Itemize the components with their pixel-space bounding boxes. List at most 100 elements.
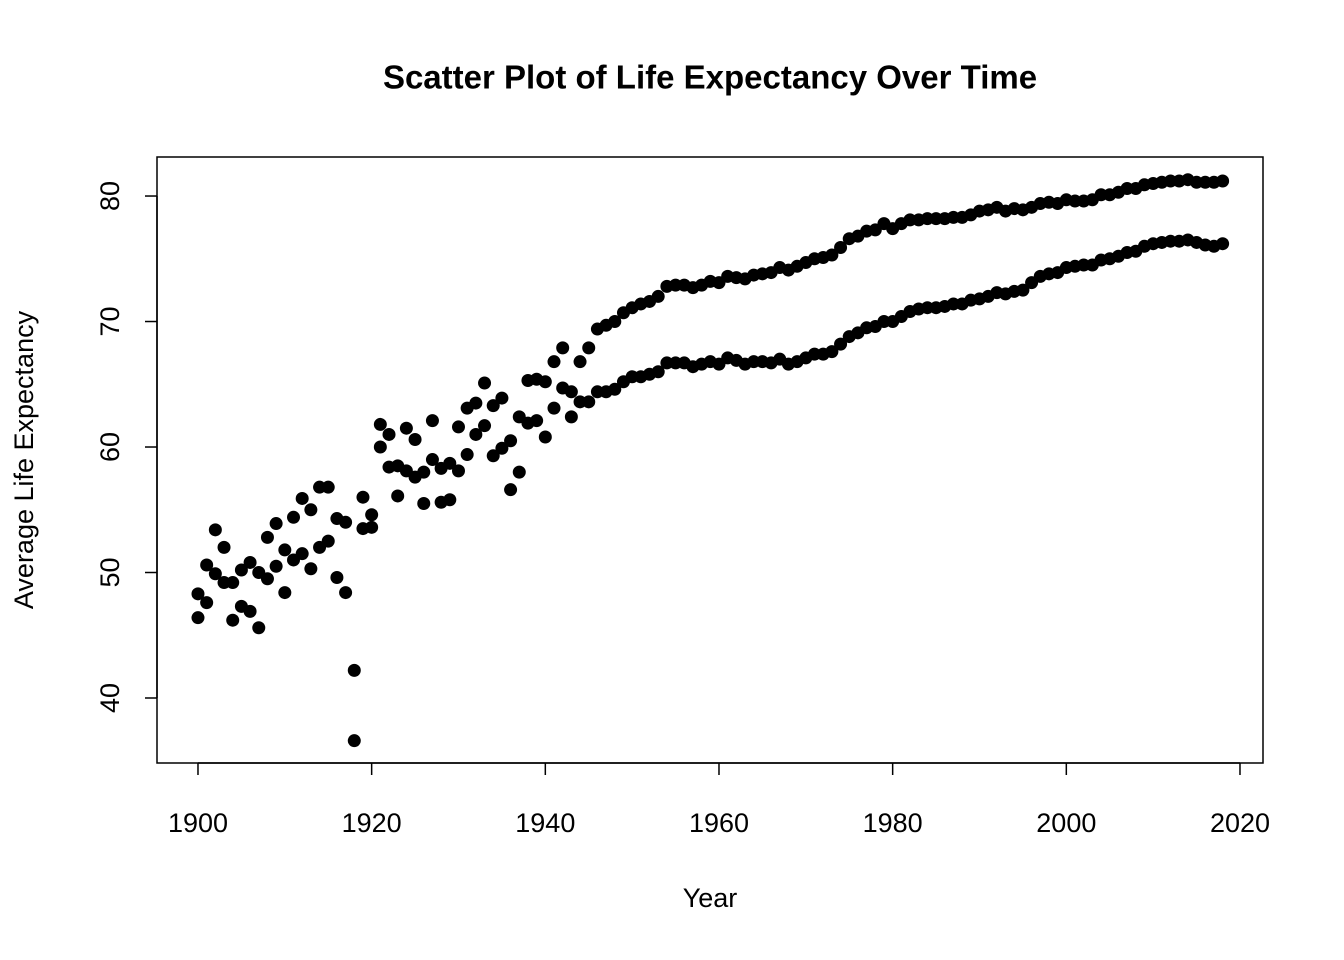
point xyxy=(243,604,257,618)
point xyxy=(504,483,518,497)
point xyxy=(339,586,353,600)
point xyxy=(417,496,431,510)
point xyxy=(451,420,465,434)
point xyxy=(208,523,222,537)
point xyxy=(226,613,240,627)
point xyxy=(260,572,274,586)
point xyxy=(573,355,587,369)
point xyxy=(825,248,839,262)
point xyxy=(382,427,396,441)
point xyxy=(347,734,361,748)
point xyxy=(443,493,457,507)
point xyxy=(538,430,552,444)
point xyxy=(408,432,422,446)
x-tick-label: 1980 xyxy=(863,808,923,838)
point xyxy=(825,345,839,359)
point xyxy=(391,489,405,503)
point xyxy=(504,434,518,448)
point xyxy=(191,587,205,601)
point xyxy=(451,464,465,478)
x-tick-label: 2000 xyxy=(1036,808,1096,838)
point xyxy=(356,490,370,504)
point xyxy=(399,421,413,435)
y-tick-label: 70 xyxy=(95,306,125,336)
point xyxy=(365,508,379,522)
point xyxy=(478,376,492,390)
point xyxy=(478,419,492,433)
point xyxy=(200,596,214,610)
y-tick-label: 80 xyxy=(95,181,125,211)
point xyxy=(486,399,500,413)
point xyxy=(1216,174,1230,188)
point xyxy=(556,341,570,355)
point xyxy=(512,465,526,479)
point xyxy=(495,441,509,455)
point xyxy=(278,543,292,557)
point xyxy=(269,559,283,573)
point xyxy=(582,395,596,409)
point xyxy=(608,382,622,396)
point xyxy=(295,491,309,505)
point xyxy=(408,470,422,484)
point xyxy=(278,586,292,600)
point xyxy=(200,558,214,572)
point xyxy=(1016,283,1030,297)
point xyxy=(304,503,318,517)
point xyxy=(443,456,457,470)
point xyxy=(365,520,379,534)
point xyxy=(486,449,500,463)
point xyxy=(538,375,552,389)
x-axis-label: Year xyxy=(683,883,738,913)
plot-frame xyxy=(156,156,1264,764)
point xyxy=(547,401,561,415)
point xyxy=(373,440,387,454)
point xyxy=(217,576,231,590)
point xyxy=(287,510,301,524)
point xyxy=(347,663,361,677)
y-tick-label: 50 xyxy=(95,557,125,587)
point xyxy=(530,414,544,428)
point xyxy=(834,240,848,254)
point xyxy=(252,621,266,635)
point xyxy=(495,391,509,405)
chart-title: Scatter Plot of Life Expectancy Over Tim… xyxy=(383,59,1037,96)
point xyxy=(191,611,205,625)
point xyxy=(295,547,309,561)
point xyxy=(425,453,439,467)
y-tick-label: 60 xyxy=(95,432,125,462)
y-axis-label: Average Life Expectancy xyxy=(9,310,39,609)
point xyxy=(651,365,665,379)
x-tick-label: 1960 xyxy=(689,808,749,838)
point xyxy=(339,515,353,529)
point xyxy=(460,448,474,462)
point xyxy=(208,567,222,581)
point xyxy=(469,427,483,441)
point xyxy=(564,410,578,424)
point xyxy=(321,480,335,494)
point xyxy=(1216,237,1230,251)
x-tick-label: 2020 xyxy=(1210,808,1270,838)
point xyxy=(469,396,483,410)
x-tick-label: 1940 xyxy=(515,808,575,838)
point xyxy=(651,289,665,303)
x-tick-label: 1920 xyxy=(342,808,402,838)
point xyxy=(608,315,622,329)
point xyxy=(547,355,561,369)
x-tick-label: 1900 xyxy=(168,808,228,838)
point xyxy=(217,540,231,554)
point xyxy=(234,563,248,577)
point xyxy=(373,417,387,431)
point xyxy=(330,571,344,585)
point xyxy=(321,534,335,548)
point xyxy=(304,562,318,576)
point xyxy=(260,530,274,544)
point xyxy=(582,341,596,355)
y-tick-label: 40 xyxy=(95,683,125,713)
point xyxy=(269,517,283,531)
point xyxy=(382,460,396,474)
point xyxy=(556,381,570,395)
point xyxy=(834,337,848,351)
point xyxy=(243,555,257,569)
point xyxy=(425,414,439,428)
